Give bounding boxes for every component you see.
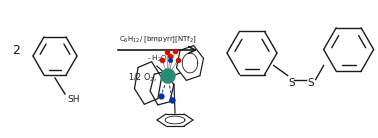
Text: SH: SH	[67, 95, 79, 104]
Text: S: S	[308, 78, 314, 87]
Text: S: S	[289, 78, 295, 87]
Text: - H$_2$O: - H$_2$O	[147, 54, 168, 64]
Text: C$_6$H$_{12}$/ [bmpyrr][NTf$_2$]: C$_6$H$_{12}$/ [bmpyrr][NTf$_2$]	[119, 34, 197, 45]
Text: 1/2 O$_2$,: 1/2 O$_2$,	[128, 72, 157, 84]
Circle shape	[161, 69, 175, 83]
Text: 2: 2	[12, 44, 20, 58]
